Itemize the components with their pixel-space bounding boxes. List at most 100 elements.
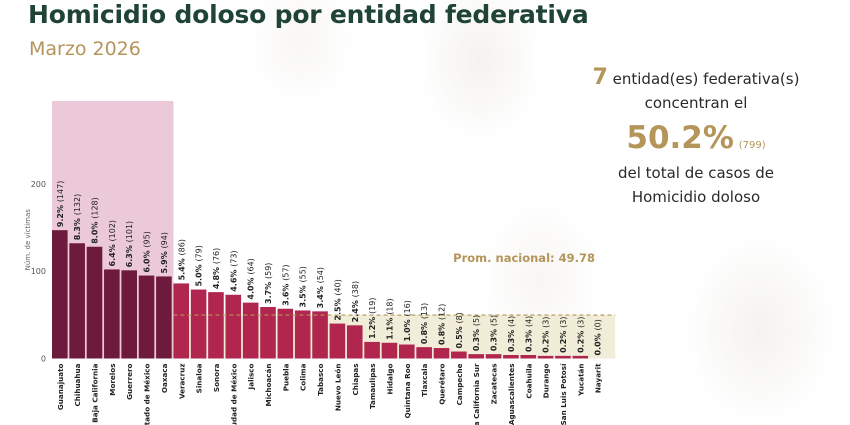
- y-tick-label: 0: [41, 355, 46, 364]
- x-tick-label: Colima: [299, 363, 308, 391]
- callout-line-5: Homicidio doloso: [631, 188, 761, 206]
- data-label: 0.5% (8): [455, 312, 464, 348]
- y-axis-label: Núm. de víctimas: [24, 209, 32, 271]
- data-label: 0.3% (5): [472, 315, 481, 351]
- y-tick-label: 100: [31, 267, 46, 276]
- data-label: 6.0% (95): [143, 231, 152, 272]
- x-tick-label: Yucatán: [576, 364, 585, 397]
- callout-percent: 50.2%: [626, 120, 734, 156]
- bar: [225, 294, 242, 359]
- x-tick-label: Guanajuato: [56, 363, 65, 410]
- bar: [329, 323, 346, 359]
- callout-count: 7: [592, 65, 608, 90]
- bar: [364, 341, 380, 359]
- x-tick-label: Durango: [542, 363, 551, 398]
- data-label: 0.0% (0): [594, 319, 603, 355]
- data-label: 0.3% (4): [524, 316, 533, 352]
- bar: [52, 230, 68, 359]
- bar: [346, 325, 363, 359]
- data-label: 8.3% (132): [73, 194, 82, 241]
- bar: [381, 342, 398, 359]
- callout-count-suffix: entidad(es) federativa(s): [612, 70, 800, 88]
- page-subtitle: Marzo 2026: [29, 38, 141, 60]
- data-label: 2.4% (38): [351, 281, 360, 322]
- bar: [485, 354, 502, 359]
- bar: [121, 270, 137, 359]
- x-tick-label: Jalisco: [247, 363, 256, 390]
- data-label: 5.4% (86): [177, 239, 186, 280]
- x-tick-label: Querétaro: [438, 363, 447, 404]
- bar: [156, 276, 172, 359]
- bar: [399, 344, 415, 359]
- data-label: 5.9% (94): [160, 232, 169, 273]
- bar: [537, 355, 554, 359]
- bar: [451, 351, 467, 359]
- x-tick-label: Coahuila: [524, 363, 533, 398]
- bar: [416, 347, 432, 359]
- x-tick-label: Quintana Roo: [403, 363, 412, 418]
- x-tick-label: Sonora: [212, 363, 221, 392]
- bar: [86, 246, 103, 359]
- callout-cases: (799): [738, 140, 766, 151]
- x-tick-label: Sinaloa: [195, 363, 204, 393]
- y-tick-label: 200: [31, 180, 46, 189]
- x-tick-label: San Luis Potosí: [559, 363, 568, 425]
- data-label: 9.2% (147): [56, 181, 65, 228]
- bar: [555, 355, 571, 359]
- bar: [173, 283, 190, 359]
- bar: [260, 306, 276, 359]
- data-label: 0.2% (3): [542, 317, 551, 353]
- data-label: 2.5% (40): [333, 279, 342, 320]
- callout-line-4: del total de casos de: [617, 164, 775, 182]
- data-label: 0.8% (12): [438, 304, 447, 345]
- data-label: 6.4% (102): [108, 220, 117, 267]
- data-label: 6.3% (101): [125, 221, 134, 268]
- bar: [468, 354, 484, 359]
- data-label: 8.0% (128): [91, 197, 100, 244]
- data-label: 4.0% (64): [247, 258, 256, 299]
- data-label: 0.3% (5): [490, 315, 499, 351]
- data-label: 0.2% (3): [559, 317, 568, 353]
- x-tick-label: Morelos: [108, 364, 117, 396]
- bar: [433, 348, 450, 359]
- x-tick-label: Baja California Sur: [472, 363, 481, 425]
- x-tick-label: Tabasco: [316, 363, 325, 395]
- callout-line-2: concentran el: [644, 94, 748, 112]
- data-label: 3.7% (59): [264, 263, 273, 304]
- x-tick-label: Puebla: [281, 363, 290, 391]
- x-tick-label: Chiapas: [351, 364, 360, 396]
- callout-line-1: 7 entidad(es) federativa(s): [588, 66, 804, 91]
- average-label: Prom. nacional: 49.78: [453, 251, 595, 265]
- bar: [69, 243, 85, 359]
- data-label: 1.0% (16): [403, 300, 412, 341]
- x-tick-label: Tlaxcala: [420, 363, 429, 396]
- bar: [277, 308, 294, 359]
- x-tick-label: Veracruz: [177, 364, 186, 400]
- bar: [312, 311, 328, 359]
- x-tick-label: Estado de México: [143, 363, 152, 425]
- x-tick-label: Nuevo León: [333, 364, 342, 412]
- data-label: 1.1% (18): [385, 298, 394, 339]
- bar: [190, 289, 207, 359]
- data-label: 4.6% (73): [229, 250, 238, 291]
- x-tick-label: Ciudad de México: [229, 363, 238, 425]
- x-tick-label: Hidalgo: [385, 363, 394, 394]
- x-tick-label: Nayarit: [594, 363, 603, 393]
- bar: [138, 275, 155, 359]
- bar: [294, 310, 311, 359]
- bar: [242, 302, 259, 359]
- x-tick-label: Michoacán: [264, 364, 273, 407]
- data-label: 1.2% (19): [368, 298, 377, 339]
- bar: [520, 355, 537, 359]
- data-label: 4.8% (76): [212, 248, 221, 289]
- data-label: 0.3% (4): [507, 316, 516, 352]
- data-label: 0.8% (13): [420, 303, 429, 344]
- bar: [503, 355, 519, 359]
- data-label: 5.0% (79): [195, 245, 204, 286]
- x-tick-label: Chihuahua: [73, 363, 82, 406]
- bar: [572, 355, 589, 359]
- x-tick-label: Aguascalientes: [507, 364, 516, 425]
- x-tick-label: Campeche: [455, 363, 464, 405]
- page-title: Homicidio doloso por entidad federativa: [28, 0, 589, 29]
